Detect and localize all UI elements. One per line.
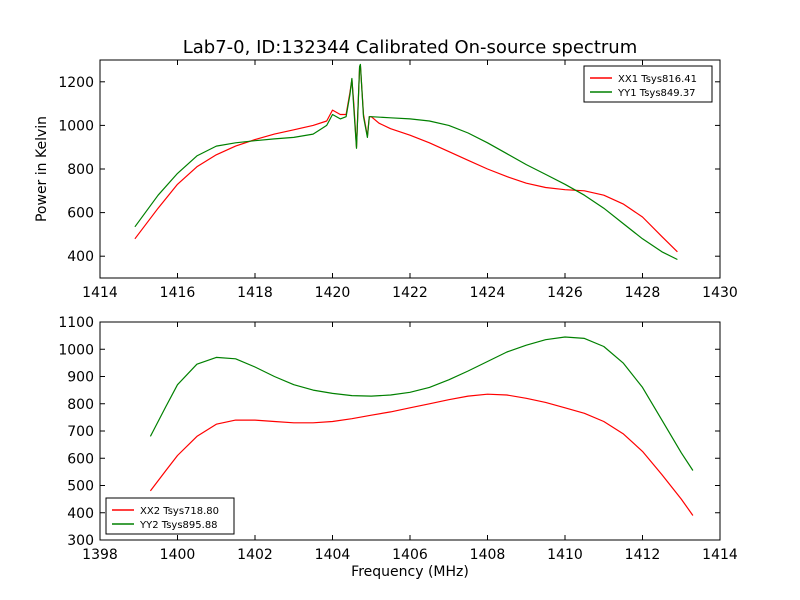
top-xtick-label: 1430	[702, 285, 738, 301]
bottom-ytick-label: 1100	[58, 315, 94, 331]
top-tick-layer: 1414 1416 1418 1420 1422 1424 1426 1428 1430 400 6…	[58, 60, 738, 301]
top-ytick-label: 1000	[58, 118, 94, 134]
bottom-xtick-label: 1406	[392, 547, 428, 563]
bottom-series-line-1	[149, 393, 694, 516]
top-xtick-label: 1414	[82, 285, 118, 301]
top-xtick-label: 1420	[315, 285, 351, 301]
bottom-ytick-label: 800	[67, 397, 94, 413]
bottom-xtick-label: 1402	[237, 547, 273, 563]
bottom-tick-layer: 1398 1400 1402 1404 1406 1408 1410 1412 1414 300 4…	[58, 315, 738, 563]
top-ytick-label: 600	[67, 206, 94, 222]
bottom-xtick-label: 1398	[82, 547, 118, 563]
bottom-xtick-label: 1408	[470, 547, 506, 563]
top-chart-title: Lab7-0, ID:132344 Calibrated On-source s…	[183, 37, 637, 58]
top-ytick-label: 1200	[58, 75, 94, 91]
bottom-legend: XX2 Tsys718.80 YY2 Tsys895.88	[105, 497, 235, 535]
bottom-xtick-label: 1400	[160, 547, 196, 563]
top-ytick-label: 800	[67, 162, 94, 178]
top-xtick-label: 1424	[470, 285, 506, 301]
bottom-legend-box	[105, 497, 235, 535]
top-xtick-label: 1426	[547, 285, 583, 301]
bottom-ytick-label: 400	[67, 506, 94, 522]
bottom-ytick-label: 700	[67, 424, 94, 440]
top-chart-ylabel: Power in Kelvin	[34, 116, 50, 222]
top-ytick-label: 400	[67, 249, 94, 265]
top-legend-label-2: YY1 Tsys849.37	[617, 88, 696, 99]
bottom-ytick-label: 500	[67, 479, 94, 495]
top-xtick-label: 1416	[160, 285, 196, 301]
bottom-xtick-label: 1404	[315, 547, 351, 563]
bottom-legend-label-2: YY2 Tsys895.88	[139, 520, 218, 531]
top-spectrum-chart: Lab7-0, ID:132344 Calibrated On-source s…	[34, 37, 738, 301]
top-xtick-label: 1418	[237, 285, 273, 301]
top-plot-frame	[99, 59, 721, 279]
bottom-ytick-label: 600	[67, 451, 94, 467]
bottom-ytick-label: 300	[67, 533, 94, 549]
bottom-series-layer	[149, 336, 694, 516]
top-xtick-label: 1422	[392, 285, 428, 301]
bottom-spectrum-chart: Frequency (MHz) 1398 1400 1402 1404 1406 1408…	[58, 315, 738, 580]
bottom-series-line-2	[149, 336, 694, 471]
bottom-xtick-label: 1410	[547, 547, 583, 563]
top-legend: XX1 Tsys816.41 YY1 Tsys849.37	[583, 65, 713, 103]
top-legend-label-1: XX1 Tsys816.41	[618, 74, 697, 85]
bottom-xtick-label: 1414	[702, 547, 738, 563]
top-xtick-label: 1428	[625, 285, 661, 301]
bottom-ytick-label: 900	[67, 370, 94, 386]
top-legend-box	[583, 65, 713, 103]
bottom-xtick-label: 1412	[625, 547, 661, 563]
bottom-legend-label-1: XX2 Tsys718.80	[140, 506, 219, 517]
bottom-plot-frame	[99, 321, 721, 541]
top-series-layer	[134, 63, 678, 261]
bottom-chart-xlabel: Frequency (MHz)	[351, 564, 469, 580]
top-series-line-2	[134, 63, 678, 261]
bottom-ytick-label: 1000	[58, 342, 94, 358]
